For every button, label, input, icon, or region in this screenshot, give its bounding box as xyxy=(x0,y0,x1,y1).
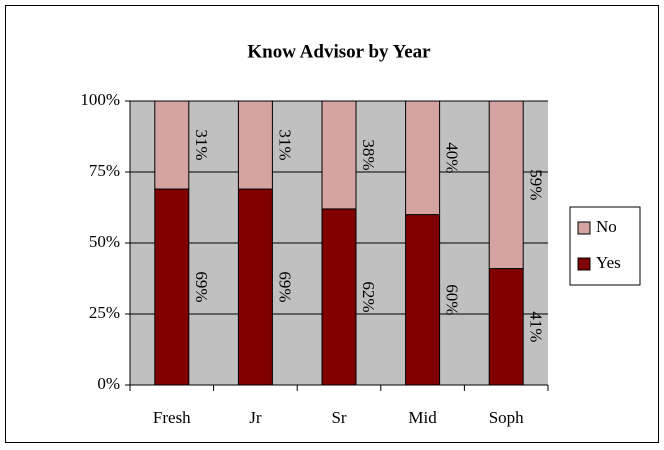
x-tick-label: Sr xyxy=(331,408,346,427)
x-tick-label: Soph xyxy=(489,408,524,427)
y-tick-label: 50% xyxy=(89,232,120,251)
x-tick-label: Mid xyxy=(408,408,437,427)
bar-segment xyxy=(488,268,524,386)
y-tick-label: 100% xyxy=(80,90,120,109)
data-label: 69% xyxy=(192,271,211,302)
bar-segment xyxy=(488,100,524,270)
data-label: 60% xyxy=(443,284,462,315)
y-tick-label: 0% xyxy=(97,374,120,393)
legend-box xyxy=(569,206,641,286)
bar-segment xyxy=(154,188,190,386)
y-tick-label: 75% xyxy=(89,161,120,180)
data-label: 69% xyxy=(275,271,294,302)
bar-segment xyxy=(405,100,441,216)
legend-swatch xyxy=(577,257,591,271)
x-tick-label: Jr xyxy=(249,408,262,427)
data-label: 40% xyxy=(443,142,462,173)
data-label: 31% xyxy=(275,129,294,160)
y-tick-label: 25% xyxy=(89,303,120,322)
bar-segment xyxy=(154,100,190,190)
bar-segment xyxy=(321,208,357,386)
chart-title: Know Advisor by Year xyxy=(247,41,431,62)
data-label: 38% xyxy=(359,139,378,170)
legend-swatch xyxy=(577,221,591,235)
data-label: 59% xyxy=(526,169,545,200)
bar-segment xyxy=(237,100,273,190)
bar-segment xyxy=(405,214,441,386)
legend-label: Yes xyxy=(596,253,621,272)
x-tick-label: Fresh xyxy=(153,408,191,427)
bar-segment xyxy=(237,188,273,386)
bar-segment xyxy=(321,100,357,210)
legend-label: No xyxy=(596,217,617,236)
data-label: 31% xyxy=(192,129,211,160)
data-label: 62% xyxy=(359,281,378,312)
data-label: 41% xyxy=(526,311,545,342)
